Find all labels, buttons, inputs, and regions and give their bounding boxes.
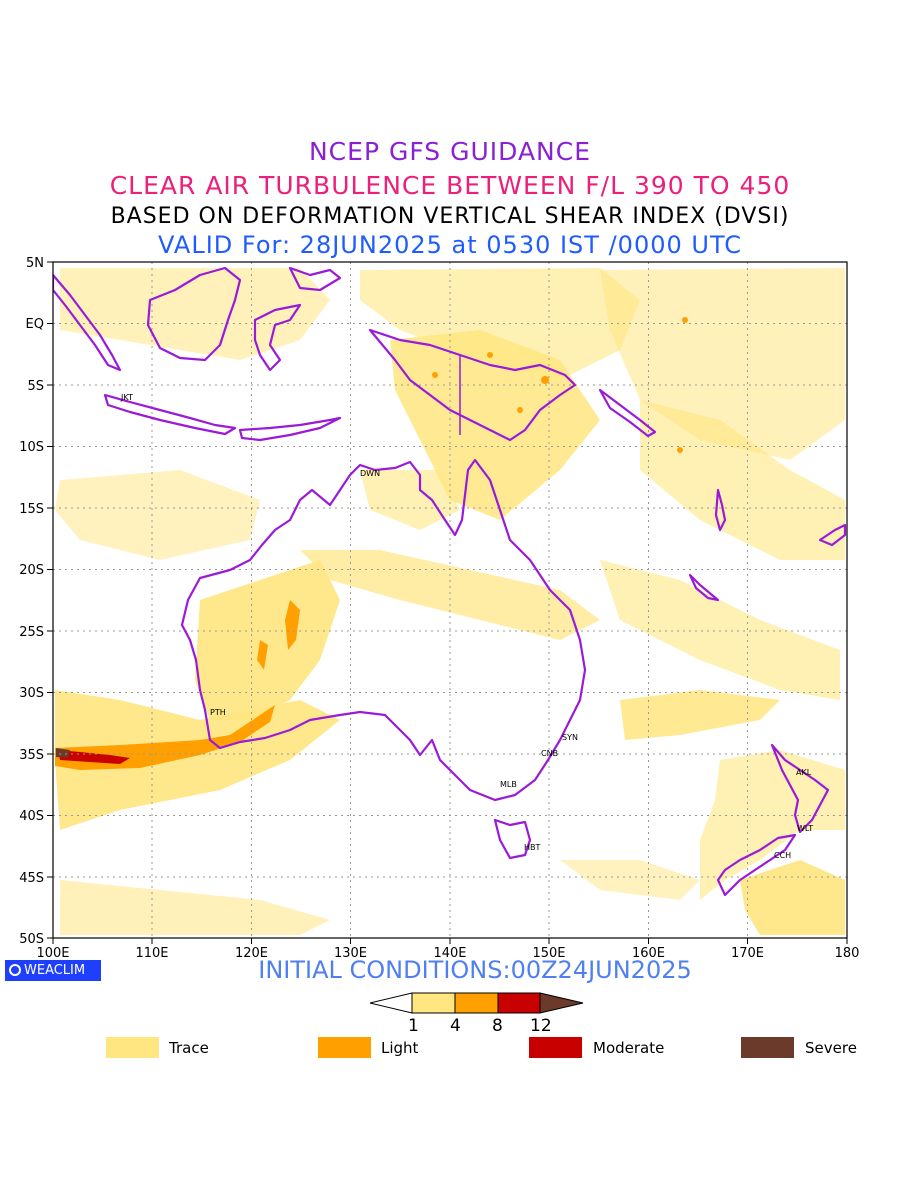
turbulence-fill-layer [55, 268, 845, 935]
colorbar-bin-trace [411, 992, 456, 1014]
colorbar-tick: 8 [492, 1016, 503, 1036]
lat-label: 10S [19, 440, 44, 455]
valid-time: VALID For: 28JUN2025 at 0530 IST /0000 U… [158, 231, 742, 259]
lat-label: 25S [19, 625, 44, 640]
timor-coast [238, 416, 342, 442]
city-labels: JKT DWN PTH SYN CNB MLB HBT AKL WLT CCH [120, 393, 813, 860]
coastlines [53, 266, 847, 897]
legend-label: Severe [805, 1039, 857, 1057]
lon-label: 140E [433, 946, 466, 961]
lat-label: 35S [19, 748, 44, 763]
vanuatu-coast [714, 488, 727, 532]
colorbar-bin-moderate [497, 992, 541, 1014]
tasmania-coast [493, 818, 532, 860]
lon-label: 150E [532, 946, 565, 961]
longitude-labels: 100E 110E 120E 130E 140E 150E 160E 170E … [36, 946, 859, 961]
lat-label: 5N [26, 256, 44, 271]
nz-south-coast [716, 833, 797, 897]
lon-label: 130E [334, 946, 367, 961]
java-coast [103, 393, 237, 436]
new-caledonia-coast [688, 573, 720, 602]
city-label-cnb: CNB [541, 749, 558, 758]
mindanao-coast [288, 266, 342, 292]
city-label-akl: AKL [796, 768, 812, 777]
sumatra-coast [53, 273, 122, 372]
colorbar-under-triangle [369, 992, 413, 1014]
title-line-2: CLEAR AIR TURBULENCE BETWEEN F/L 390 TO … [109, 171, 791, 200]
fiji-coast [818, 523, 847, 547]
solomon-coast [598, 388, 657, 438]
city-label-syn: SYN [562, 733, 578, 742]
lon-label: 100E [36, 946, 69, 961]
title-line-3: BASED ON DEFORMATION VERTICAL SHEAR INDE… [110, 204, 790, 229]
lat-label: 30S [19, 686, 44, 701]
city-label-dwn: DWN [360, 469, 380, 478]
city-label-jkt: JKT [120, 393, 133, 402]
colorbar-bin-light [454, 992, 499, 1014]
lat-label: EQ [26, 317, 44, 332]
australia-coast [180, 458, 587, 802]
legend-label: Moderate [593, 1039, 665, 1057]
lon-label: 160E [632, 946, 665, 961]
lat-label: 40S [19, 809, 44, 824]
lon-label: 110E [135, 946, 168, 961]
lon-label: 180 [835, 946, 860, 961]
city-label-mlb: MLB [500, 780, 517, 789]
title-line-1: NCEP GFS GUIDANCE [308, 137, 591, 166]
weaclim-text: WEACLIM [24, 963, 86, 978]
legend-swatch [529, 1037, 582, 1058]
nz-north-coast [770, 743, 830, 834]
new-guinea-coast [368, 328, 577, 442]
borneo-coast [146, 266, 242, 362]
legend-swatch [741, 1037, 794, 1058]
legend-label: Trace [169, 1039, 209, 1057]
lon-label: 170E [731, 946, 764, 961]
legend-swatch [318, 1037, 371, 1058]
lat-label: 15S [19, 502, 44, 517]
city-label-hbt: HBT [524, 843, 541, 852]
lat-label: 50S [19, 932, 44, 947]
lat-label: 5S [27, 379, 44, 394]
lat-label: 45S [19, 871, 44, 886]
legend-swatch [106, 1037, 159, 1058]
colorbar-tick: 4 [450, 1016, 461, 1036]
colorbar-tick: 1 [408, 1016, 419, 1036]
city-label-cch: CCH [774, 851, 791, 860]
weaclim-ring-icon [9, 963, 21, 976]
initial-conditions: INITIAL CONDITIONS:00Z24JUN2025 [258, 956, 692, 984]
weaclim-logo: WEACLIM [5, 960, 101, 981]
city-label-pth: PTH [210, 708, 226, 717]
colorbar [369, 992, 584, 1014]
sulawesi-coast [253, 303, 302, 372]
colorbar-over-triangle [539, 992, 584, 1014]
lon-label: 120E [235, 946, 268, 961]
legend-label: Light [381, 1039, 419, 1057]
lat-label: 20S [19, 563, 44, 578]
city-label-wlt: WLT [797, 824, 813, 833]
latitude-labels: 5N EQ 5S 10S 15S 20S 25S 30S 35S 40S 45S… [19, 256, 44, 947]
tick-marks [47, 261, 848, 944]
colorbar-tick: 12 [530, 1016, 552, 1036]
